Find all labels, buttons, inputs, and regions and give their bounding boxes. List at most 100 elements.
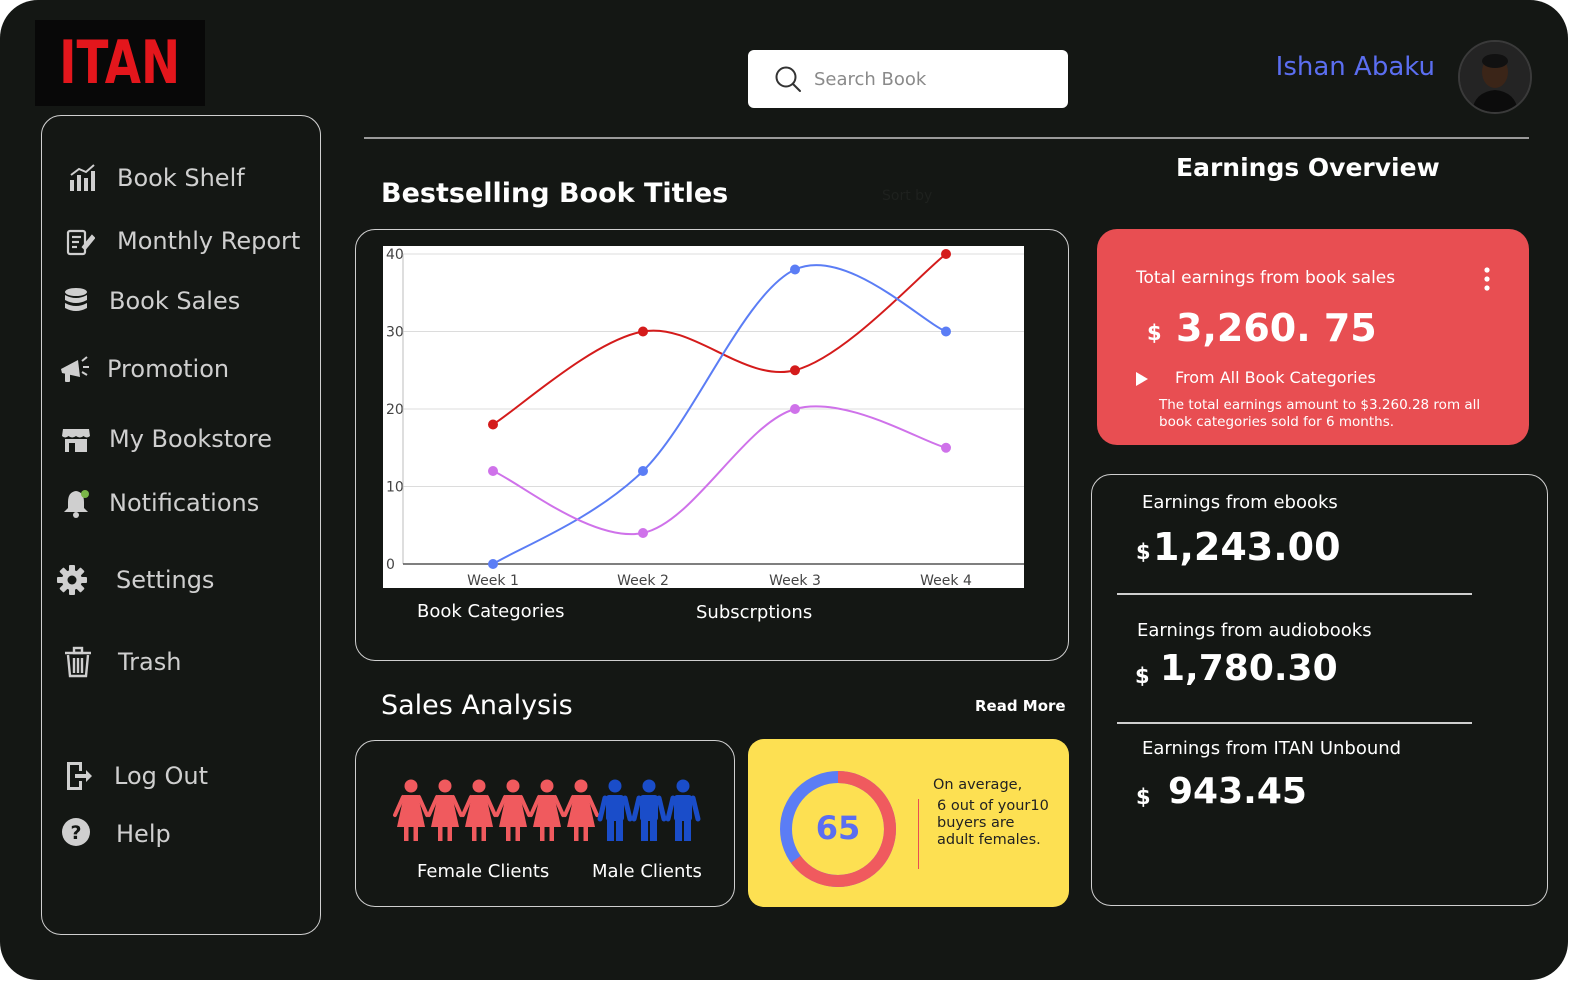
sort-by-label[interactable]: Sort by: [882, 188, 933, 204]
search-icon: [775, 66, 801, 92]
report-icon: [61, 223, 97, 259]
male-client-icon-arm: [597, 795, 608, 822]
male-client-icon-leg: [616, 819, 623, 841]
store-icon: [58, 421, 94, 457]
bestselling-chart: 0 10 20 30 40 Week 1 Week 2 Week 3 Week 4: [383, 246, 1024, 589]
avatar[interactable]: [1458, 40, 1532, 114]
legend-book-categories: Book Categories: [417, 601, 565, 622]
female-client-icon: [393, 779, 429, 841]
bestselling-chart-card: [355, 229, 1069, 661]
data-point: [488, 466, 498, 476]
audiobooks-amount: 1,780.30: [1160, 648, 1338, 689]
bell-icon: [58, 485, 94, 521]
female-client-icon-head: [438, 779, 452, 793]
data-point: [488, 559, 498, 569]
female-client-icon-dress: [397, 795, 425, 827]
total-earnings-card: Total earnings from book sales $ 3,260. …: [1097, 229, 1529, 445]
female-client-icon-dress: [533, 795, 561, 827]
data-point: [941, 442, 951, 453]
audiobooks-currency: $: [1135, 664, 1150, 688]
more-options-icon[interactable]: [1477, 265, 1497, 293]
sidebar-item-book-shelf[interactable]: Book Shelf: [65, 160, 245, 196]
female-client-icon: [529, 779, 565, 841]
male-client-icon-head: [608, 779, 622, 793]
female-client-icon-leg: [583, 825, 588, 841]
line-chart: 0 10 20 30 40 Week 1 Week 2 Week 3 Week 4: [386, 247, 1024, 589]
data-point: [790, 264, 800, 275]
sidebar-item-trash[interactable]: Trash: [60, 644, 181, 680]
female-client-icon-dress: [431, 795, 459, 827]
search-input[interactable]: [812, 67, 1056, 91]
data-point: [941, 326, 951, 337]
logo-text: ITAN: [59, 28, 181, 98]
sidebar-item-label: Monthly Report: [117, 227, 301, 255]
male-client-icon-torso: [640, 795, 658, 821]
sidebar-item-log-out[interactable]: Log Out: [60, 758, 208, 794]
sidebar-item-settings[interactable]: Settings: [54, 562, 214, 598]
female-client-icon-arm: [393, 795, 405, 817]
female-client-icon-leg: [481, 825, 486, 841]
total-currency: $: [1147, 321, 1162, 345]
female-client-icon-leg: [506, 825, 511, 841]
female-client-icon-head: [472, 779, 486, 793]
play-icon: [1136, 371, 1148, 386]
bar-chart-icon: [65, 160, 101, 196]
series-line: [492, 405, 947, 536]
itan-unbound-currency: $: [1136, 785, 1151, 809]
female-client-icon-dress: [567, 795, 595, 827]
sidebar-item-my-bookstore[interactable]: My Bookstore: [58, 421, 272, 457]
user-name[interactable]: Ishan Abaku: [1275, 52, 1435, 82]
sidebar-item-label: Log Out: [114, 762, 209, 790]
earnings-overview-title: Earnings Overview: [1176, 153, 1440, 182]
sidebar-item-label: My Bookstore: [109, 425, 272, 453]
male-client-icon-torso: [606, 795, 624, 821]
data-point: [488, 419, 498, 430]
sidebar-item-label: Help: [116, 820, 171, 848]
female-client-icon: [427, 779, 463, 841]
sidebar-item-label: Promotion: [107, 355, 230, 383]
female-client-icon-arm: [563, 795, 575, 817]
ebooks-currency: $: [1136, 540, 1151, 564]
ebooks-amount: 1,243.00: [1153, 525, 1341, 569]
female-client-icon-leg: [447, 825, 452, 841]
female-client-icon: [495, 779, 531, 841]
female-client-icon-dress: [465, 795, 493, 827]
total-sub-label[interactable]: From All Book Categories: [1175, 368, 1376, 387]
database-icon: [58, 283, 94, 319]
sidebar-item-book-sales[interactable]: Book Sales: [58, 283, 240, 319]
buyer-stat-card: 65 On average, 6 out of your10 buyers ar…: [748, 739, 1069, 907]
sidebar-item-promotion[interactable]: Promotion: [56, 351, 229, 387]
male-client-icon: [597, 779, 633, 841]
female-client-icon-leg: [404, 825, 409, 841]
stat-divider: [918, 799, 919, 869]
people-icons: [393, 779, 701, 841]
trash-icon: [60, 644, 96, 680]
read-more-link[interactable]: Read More: [975, 697, 1066, 715]
sidebar-item-notifications[interactable]: Notifications: [58, 485, 259, 521]
male-client-icon-arm: [656, 795, 667, 822]
legend-subscriptions: Subscrptions: [696, 602, 813, 623]
female-client-icon-arm: [485, 795, 497, 817]
female-client-icon-leg: [438, 825, 443, 841]
app-frame: ITAN Ishan Abaku Book Shelf: [0, 0, 1568, 980]
total-note: The total earnings amount to $3.260.28 r…: [1159, 397, 1481, 430]
data-point: [790, 365, 800, 376]
brand-logo[interactable]: ITAN: [35, 20, 205, 106]
female-client-icon-leg: [413, 825, 418, 841]
search-bar[interactable]: [748, 50, 1068, 108]
sidebar-item-help[interactable]: ? Help: [58, 816, 171, 852]
gear-icon: [54, 562, 90, 598]
series-line: [492, 264, 947, 565]
y-tick-label: 20: [386, 402, 404, 418]
data-point: [638, 528, 648, 538]
female-clients-label: Female Clients: [417, 861, 550, 882]
sidebar-item-label: Book Sales: [109, 287, 241, 315]
male-client-icon-arm: [665, 795, 676, 822]
series-line: [492, 253, 947, 426]
female-client-icon-arm: [451, 795, 463, 817]
female-client-icon-arm: [587, 795, 599, 817]
male-client-icon-leg: [607, 819, 614, 841]
data-point: [638, 326, 648, 337]
avatar-image: [1460, 42, 1530, 112]
sidebar-item-monthly-report[interactable]: Monthly Report: [61, 223, 300, 259]
